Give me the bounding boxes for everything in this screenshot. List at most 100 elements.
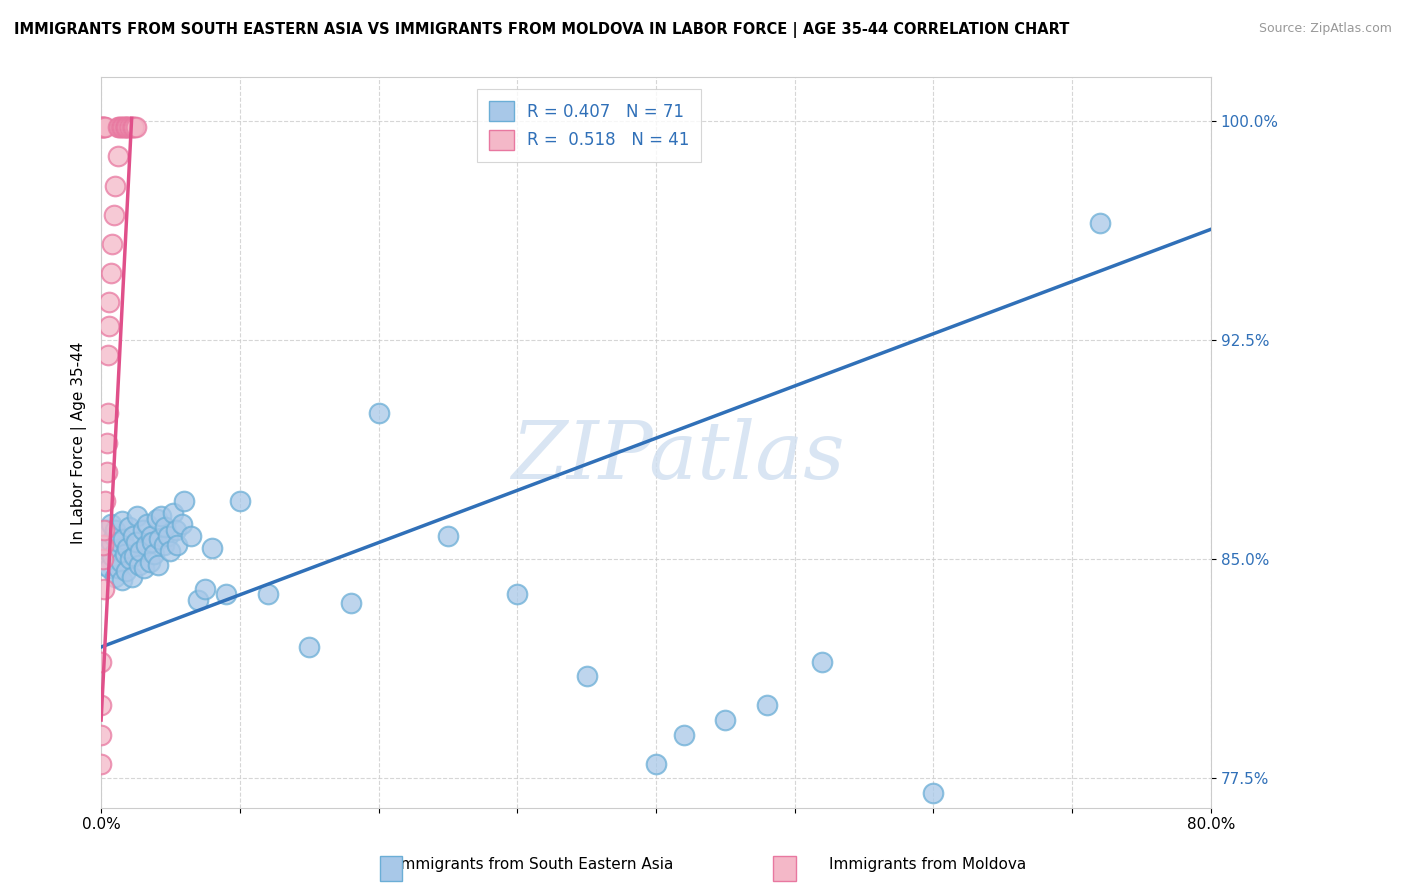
Point [149,508,172,523]
Point [229,494,252,508]
Point [127,508,149,523]
Point [118,520,141,534]
Point [1088,217,1111,231]
Point [97,406,120,420]
Point [194,582,217,596]
Point [100,534,122,549]
Point [165,523,187,537]
Point [672,728,695,742]
Point [91,120,114,134]
Point [125,534,148,549]
Point [148,532,170,546]
Point [104,570,127,584]
Point [111,120,134,134]
Point [129,543,152,558]
Point [111,573,134,587]
Point [100,266,122,280]
Point [104,178,127,193]
Point [122,529,145,543]
Point [98,295,121,310]
Point [152,538,174,552]
Point [90,756,112,771]
Point [215,587,238,601]
Point [121,570,143,584]
Point [90,120,112,134]
Point [91,538,114,552]
Text: Source: ZipAtlas.com: Source: ZipAtlas.com [1258,22,1392,36]
Point [101,549,124,564]
Point [922,786,945,800]
Point [90,698,112,713]
Point [110,555,132,569]
Legend: R = 0.407   N = 71, R =  0.518   N = 41: R = 0.407 N = 71, R = 0.518 N = 41 [478,89,702,161]
Point [91,120,114,134]
Point [298,640,321,654]
Point [98,561,121,575]
Point [110,120,132,134]
Point [98,318,121,333]
Point [108,120,131,134]
Point [256,587,278,601]
Point [122,120,145,134]
Point [187,593,209,607]
Point [101,236,124,251]
Point [132,523,155,537]
Point [104,523,127,537]
Point [114,547,136,561]
Point [135,517,157,532]
Point [180,529,202,543]
Point [506,587,529,601]
Point [121,120,143,134]
Point [97,348,120,362]
Y-axis label: In Labor Force | Age 35-44: In Labor Force | Age 35-44 [72,342,87,544]
Point [90,120,112,134]
Point [93,120,115,134]
Point [124,549,146,564]
Point [94,494,117,508]
Point [117,120,139,134]
Point [108,534,131,549]
Point [100,517,122,532]
Point [93,538,115,552]
Point [90,728,112,742]
Point [124,120,146,134]
Point [115,564,138,578]
Point [142,547,165,561]
Point [96,523,118,537]
Point [107,120,129,134]
Point [162,506,184,520]
Point [170,517,193,532]
Point [173,494,195,508]
Point [103,529,125,543]
Text: Immigrants from South Eastern Asia: Immigrants from South Eastern Asia [395,857,673,872]
Point [145,511,167,525]
Point [91,552,114,566]
Point [153,520,176,534]
Point [105,543,128,558]
Point [120,552,142,566]
Point [128,558,150,573]
Point [437,529,460,543]
Point [367,406,389,420]
Point [645,756,668,771]
Point [575,669,598,683]
Point [96,435,118,450]
Point [114,120,136,134]
Text: ZIPatlas: ZIPatlas [512,418,845,496]
Point [201,541,224,555]
Point [112,532,135,546]
Point [94,120,117,134]
Point [94,558,117,573]
Point [120,120,142,134]
Point [340,596,363,610]
Text: IMMIGRANTS FROM SOUTH EASTERN ASIA VS IMMIGRANTS FROM MOLDOVA IN LABOR FORCE | A: IMMIGRANTS FROM SOUTH EASTERN ASIA VS IM… [14,22,1070,38]
Point [115,120,138,134]
Point [166,538,188,552]
Point [115,120,138,134]
Point [811,655,834,669]
Point [107,149,129,163]
Point [118,120,141,134]
Point [125,120,148,134]
Point [97,543,120,558]
Point [138,555,160,569]
